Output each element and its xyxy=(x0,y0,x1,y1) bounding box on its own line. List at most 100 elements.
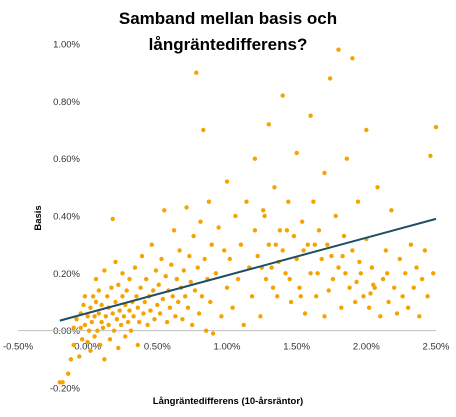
data-point xyxy=(298,294,303,299)
data-point xyxy=(235,276,241,282)
data-point xyxy=(380,276,386,282)
data-point xyxy=(201,127,206,133)
data-point xyxy=(137,319,142,325)
data-point xyxy=(336,47,341,52)
data-point xyxy=(163,274,168,279)
data-point xyxy=(371,282,376,287)
data-point xyxy=(361,294,366,299)
data-point xyxy=(99,319,104,325)
data-point xyxy=(100,325,106,330)
data-point xyxy=(344,156,349,161)
data-point xyxy=(194,70,199,75)
data-point xyxy=(171,228,177,233)
data-point xyxy=(66,371,71,376)
data-point xyxy=(184,205,189,210)
x-axis-title: Långräntedifferens (10-årsräntor) xyxy=(153,396,303,407)
data-point xyxy=(116,345,121,351)
data-point xyxy=(88,305,93,310)
data-point xyxy=(249,294,255,299)
data-point xyxy=(81,302,86,308)
data-point xyxy=(272,185,277,190)
data-point xyxy=(114,317,120,322)
data-point xyxy=(394,311,400,316)
data-point xyxy=(355,199,361,204)
data-point xyxy=(111,328,117,333)
data-point xyxy=(330,276,336,282)
data-point xyxy=(291,233,297,239)
data-point xyxy=(92,314,97,319)
data-point xyxy=(151,288,156,293)
data-point xyxy=(124,288,129,293)
data-point xyxy=(192,288,198,293)
data-point xyxy=(120,271,125,276)
data-point xyxy=(196,311,202,316)
data-point xyxy=(82,322,88,328)
data-point xyxy=(82,294,88,299)
data-point xyxy=(135,305,140,310)
data-point xyxy=(287,276,292,282)
data-point xyxy=(280,93,285,98)
y-axis-title: Basis xyxy=(33,205,44,230)
data-point xyxy=(157,311,163,316)
data-point xyxy=(336,265,341,270)
x-tick-label: 0.50% xyxy=(144,342,171,353)
data-point xyxy=(208,299,213,305)
data-point xyxy=(77,354,82,359)
data-point xyxy=(85,314,90,319)
data-point xyxy=(224,285,230,290)
data-point xyxy=(329,253,334,259)
data-point xyxy=(354,279,359,285)
data-point xyxy=(431,271,436,276)
data-point xyxy=(68,357,74,362)
x-tick-label: 1.00% xyxy=(214,342,241,353)
data-point xyxy=(392,285,397,290)
data-point xyxy=(419,276,425,282)
y-tick-labels: -0.20% 0.00% 0.20% 0.40% 0.60% 0.80% 1.00% xyxy=(50,40,81,395)
data-point xyxy=(273,242,278,247)
data-point xyxy=(91,294,96,299)
data-point xyxy=(113,299,118,305)
data-point xyxy=(116,282,121,287)
data-points xyxy=(57,47,439,385)
data-point xyxy=(263,276,269,282)
data-point xyxy=(185,305,191,310)
data-point xyxy=(333,213,338,219)
data-point xyxy=(107,337,113,342)
data-point xyxy=(71,342,76,348)
data-point xyxy=(238,242,244,247)
data-point xyxy=(241,322,246,328)
chart-title-line-2: långräntedifferens? xyxy=(149,35,308,54)
data-point xyxy=(149,242,154,247)
data-point xyxy=(173,314,178,319)
data-point xyxy=(109,285,114,290)
data-point xyxy=(319,256,324,262)
data-point xyxy=(96,311,102,316)
data-point xyxy=(261,208,266,213)
data-point xyxy=(269,265,274,270)
data-point xyxy=(262,213,267,219)
data-point xyxy=(308,113,313,118)
x-tick-label: 2.00% xyxy=(353,342,380,353)
data-point xyxy=(366,305,372,310)
data-point xyxy=(139,253,145,259)
data-point xyxy=(195,265,200,270)
x-tick-labels: -0.50% 0.00% 0.50% 1.00% 1.50% 2.00% 2.50% xyxy=(3,342,450,353)
data-point xyxy=(191,233,196,239)
y-tick-label: 0.40% xyxy=(53,212,80,223)
data-point xyxy=(270,285,276,290)
y-tick-label: -0.20% xyxy=(50,384,81,395)
data-point xyxy=(148,308,153,313)
data-point xyxy=(316,228,322,233)
data-point xyxy=(106,322,111,328)
data-point xyxy=(102,357,107,362)
data-point xyxy=(123,334,128,339)
data-point xyxy=(132,265,138,270)
data-point xyxy=(125,319,131,325)
data-point xyxy=(277,228,283,233)
data-point xyxy=(417,314,422,319)
trendline xyxy=(59,217,437,322)
x-tick-label: -0.50% xyxy=(3,342,34,353)
data-point xyxy=(425,294,430,299)
